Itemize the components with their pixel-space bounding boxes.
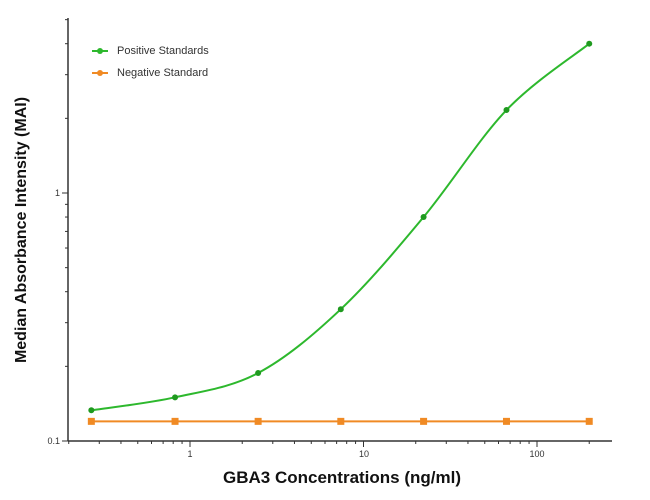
data-point: [88, 407, 95, 414]
legend-label-negative: Negative Standard: [117, 67, 209, 79]
legend-swatch-negative-icon: [92, 70, 108, 76]
legend-item-negative: Negative Standard: [92, 62, 209, 84]
y-axis-label: Median Absorbance Intensity (MAI): [13, 96, 30, 364]
data-point: [255, 370, 262, 377]
data-point: [503, 107, 510, 114]
legend-item-positive: Positive Standards: [92, 40, 209, 62]
data-point: [87, 417, 95, 425]
data-point: [420, 417, 428, 425]
y-tick-label: 1: [54, 188, 60, 198]
data-point: [586, 40, 593, 47]
data-point: [502, 417, 510, 425]
x-tick-label: 1: [187, 449, 193, 459]
x-axis-label: GBA3 Concentrations (ng/ml): [222, 468, 462, 487]
x-tick-label: 100: [529, 449, 545, 459]
data-point: [254, 417, 262, 425]
series-positive-standards: [88, 40, 593, 414]
data-point: [585, 417, 593, 425]
data-point: [171, 417, 179, 425]
data-point: [337, 417, 345, 425]
legend-label-positive: Positive Standards: [117, 45, 209, 57]
axes: [62, 18, 612, 447]
x-tick-label: 10: [358, 449, 370, 459]
data-point: [337, 306, 344, 313]
legend-swatch-positive-icon: [92, 48, 108, 54]
data-point: [172, 394, 179, 401]
data-point: [420, 214, 427, 221]
legend: Positive Standards Negative Standard: [92, 40, 209, 84]
series-negative-standard: [87, 417, 593, 425]
y-tick-label: 0.1: [47, 436, 60, 446]
